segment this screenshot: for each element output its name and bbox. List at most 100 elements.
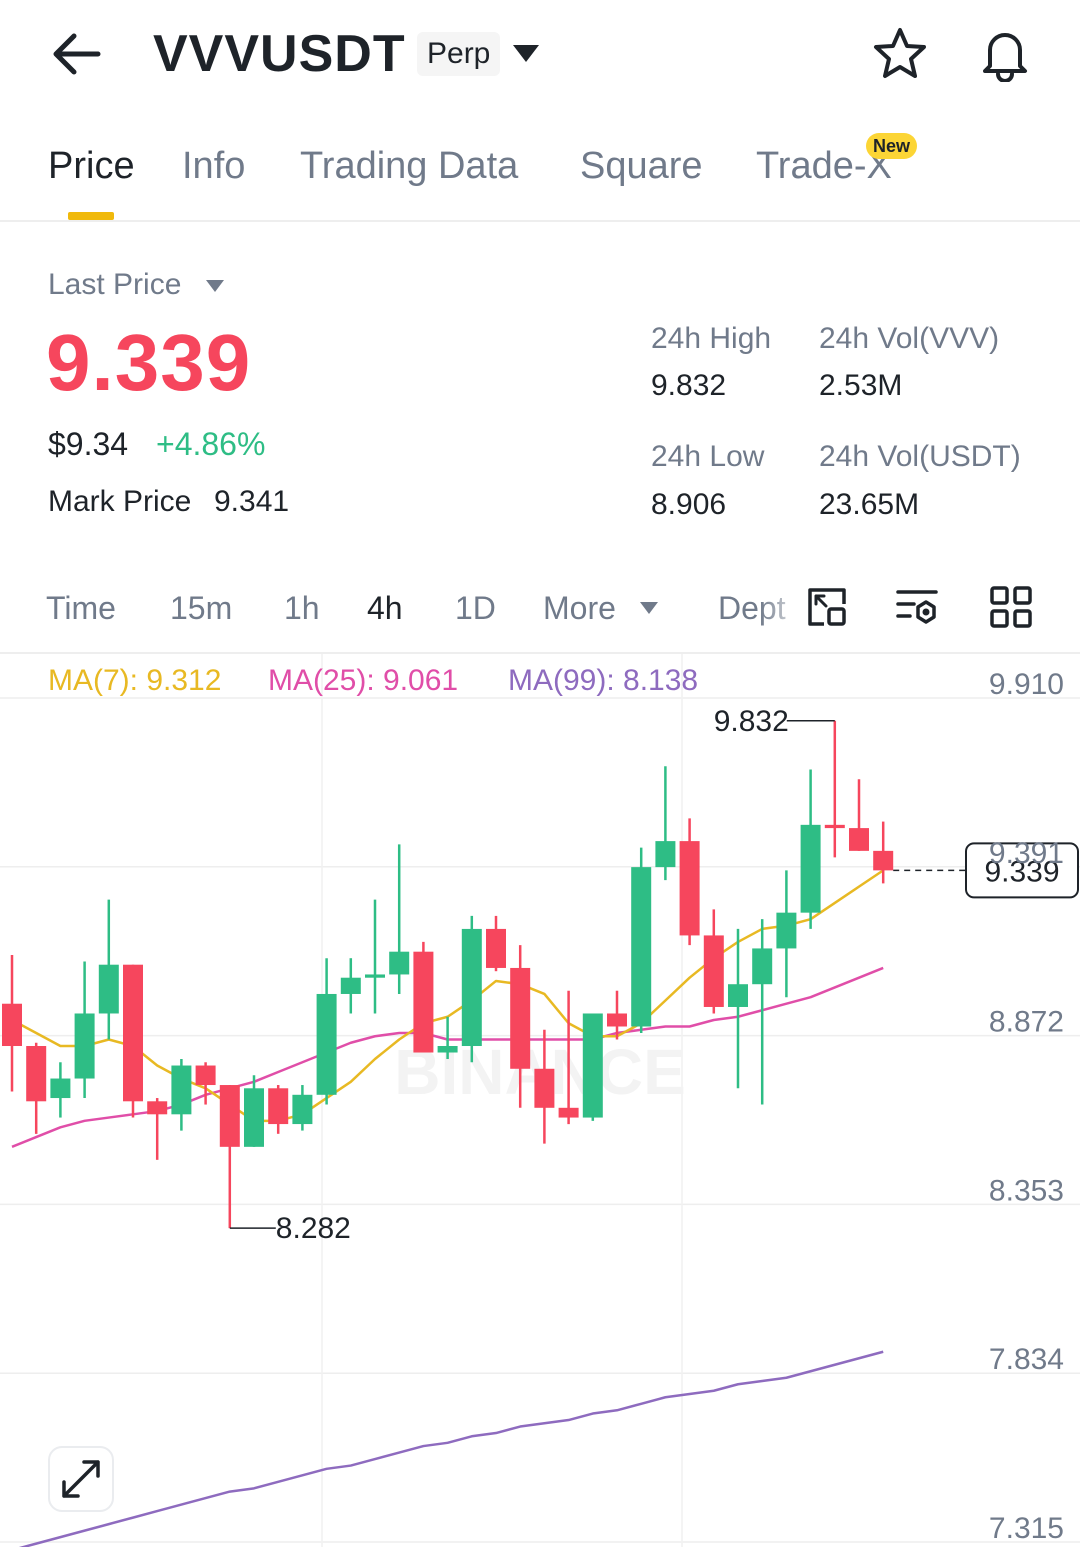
candle-body <box>703 935 724 1007</box>
candle-body <box>292 1094 313 1125</box>
bell-icon[interactable] <box>976 24 1034 82</box>
contract-type-badge: Perp <box>417 32 501 76</box>
candle-body <box>244 1088 264 1147</box>
symbol-title[interactable]: VVVUSDT <box>153 25 406 83</box>
y-tick-label: 7.834 <box>989 1343 1064 1376</box>
last-price-tag-label: 9.339 <box>984 855 1059 888</box>
tab-trading-data[interactable]: Trading Data <box>300 145 519 187</box>
caret-down-icon[interactable] <box>638 600 660 616</box>
candle-body <box>461 928 482 1047</box>
candle-up <box>74 961 95 1099</box>
candle-body <box>171 1065 192 1115</box>
grid-layout-icon[interactable] <box>988 584 1034 630</box>
candle-body <box>437 1046 458 1053</box>
vol-quote-label: 24h Vol(USDT) <box>819 440 1021 473</box>
candle-up <box>365 899 385 1014</box>
interval-15m[interactable]: 15m <box>170 590 233 626</box>
candle-body <box>631 867 652 1027</box>
interval-4h[interactable]: 4h <box>367 590 403 626</box>
star-icon[interactable] <box>872 26 928 82</box>
candle-up <box>50 1062 71 1118</box>
candle-body <box>582 1013 603 1118</box>
tab-info[interactable]: Info <box>182 145 246 187</box>
low-24h-label: 24h Low <box>651 440 765 473</box>
tab-price[interactable]: Price <box>48 145 135 187</box>
last-price-selector[interactable]: Last Price <box>48 268 182 301</box>
candle-down <box>2 954 22 1092</box>
tab-square[interactable]: Square <box>580 145 703 187</box>
candle-body <box>50 1078 71 1099</box>
candle-body <box>728 984 748 1007</box>
picture-in-picture-icon[interactable] <box>804 584 850 630</box>
candle-up <box>244 1075 264 1147</box>
candle-up <box>800 769 821 929</box>
candle-body <box>413 951 434 1053</box>
candle-body <box>873 850 894 871</box>
candle-body <box>534 1068 555 1108</box>
vol-base-value: 2.53M <box>819 369 903 402</box>
mark-price-label: Mark Price <box>48 485 192 518</box>
ma99-label: MA(99): 8.138 <box>508 664 699 697</box>
expand-icon <box>62 1460 100 1498</box>
y-tick-label: 8.872 <box>989 1006 1064 1039</box>
candle-body <box>147 1101 168 1115</box>
candle-body <box>365 974 385 978</box>
depth-fade <box>760 570 806 650</box>
low-24h-value: 8.906 <box>651 488 727 521</box>
candle-body <box>510 967 531 1069</box>
caret-down-icon[interactable] <box>510 40 542 68</box>
candle-up <box>340 958 361 1014</box>
candle-body <box>389 951 410 975</box>
last-price-tag <box>965 842 1079 899</box>
candle-body <box>607 1013 627 1027</box>
section-tabs: Price Info Trading Data Square Trade-X <box>0 130 1080 222</box>
interval-1d[interactable]: 1D <box>455 590 496 626</box>
candle-up <box>776 870 797 998</box>
candle-body <box>2 1003 22 1047</box>
vol-quote-value: 23.65M <box>819 488 920 521</box>
price-change-percent: +4.86% <box>156 426 266 462</box>
candle-body <box>268 1088 289 1125</box>
interval-time[interactable]: Time <box>46 590 116 626</box>
interval-more[interactable]: More <box>543 590 616 626</box>
candle-body <box>123 964 143 1102</box>
candle-body <box>679 841 700 936</box>
low-marker-label: 8.282 <box>276 1212 351 1245</box>
high-24h-value: 9.832 <box>651 369 727 402</box>
candle-up <box>316 958 337 1105</box>
candle-body <box>800 824 821 913</box>
candle-body <box>849 828 869 851</box>
candle-up <box>655 766 676 881</box>
candle-down <box>849 779 869 851</box>
high-24h-label: 24h High <box>651 322 772 355</box>
candle-down <box>26 1042 47 1134</box>
candle-body <box>776 912 797 949</box>
back-arrow-icon[interactable] <box>48 28 104 80</box>
y-tick-label: 7.315 <box>989 1512 1064 1545</box>
price-axis: 9.910 9.391 8.872 8.353 7.834 7.315 <box>989 668 1064 1545</box>
indicator-settings-icon[interactable] <box>894 584 940 630</box>
ma7-label: MA(7): 9.312 <box>48 664 222 697</box>
candle-down <box>147 1098 168 1160</box>
candle-down <box>607 990 627 1040</box>
candle-down <box>510 945 531 1108</box>
candle-up <box>728 928 748 1089</box>
candle-body <box>316 993 337 1095</box>
mark-price-value: 9.341 <box>214 485 290 518</box>
candle-up <box>752 919 773 1105</box>
candle-body <box>558 1107 579 1118</box>
candle-down <box>486 915 506 972</box>
caret-down-icon[interactable] <box>204 278 226 294</box>
candle-down <box>268 1085 289 1134</box>
candle-up <box>389 844 410 994</box>
ma99-line <box>18 1350 884 1547</box>
interval-1h[interactable]: 1h <box>284 590 320 626</box>
candle-down <box>873 821 894 884</box>
fullscreen-button[interactable] <box>48 1446 114 1512</box>
candle-down <box>534 1029 555 1144</box>
candles <box>2 720 894 1229</box>
candle-body <box>98 964 119 1014</box>
candle-down <box>558 990 579 1125</box>
candle-body <box>219 1085 240 1147</box>
